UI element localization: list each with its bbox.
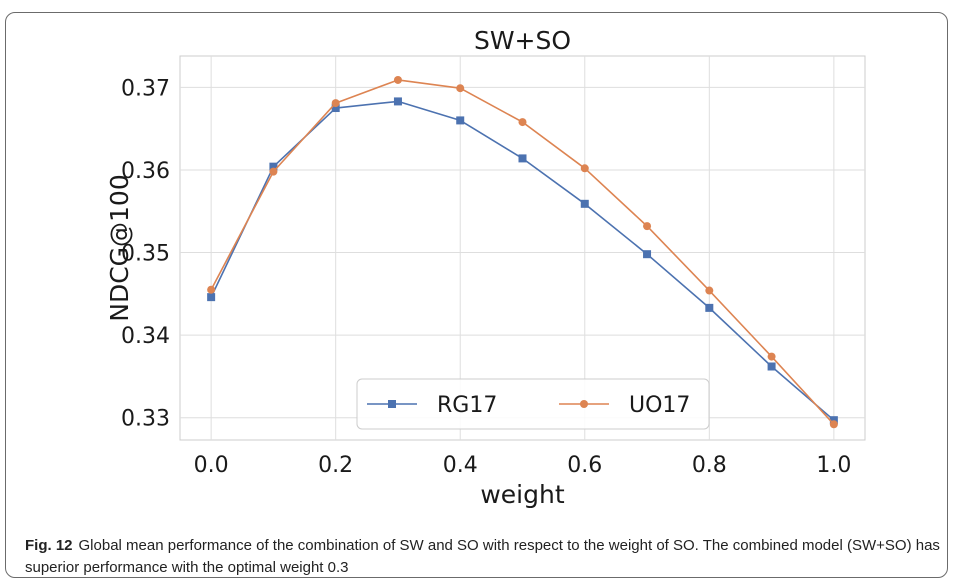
tick-labels: 0.0 0.2 0.4 0.6 0.8 1.0 0.33 0.34 0.35 0.36 0.37 [121,76,851,478]
legend-label-uo17: UO17 [629,393,690,418]
data-point-rg17 [331,104,340,113]
figure-caption: Fig. 12 Global mean performance of the co… [25,535,940,577]
data-point-uo17 [207,285,216,294]
data-point-rg17 [580,199,589,208]
y-tick-label: 0.35 [121,242,170,267]
legend-marker-rg17 [388,400,396,408]
x-tick-label: 0.0 [194,453,229,478]
data-point-rg17 [393,97,402,106]
chart-title: SW+SO [474,26,571,55]
series-layer [207,75,838,429]
data-point-uo17 [705,286,714,295]
caption-figure-label: Fig. 12 [25,537,73,554]
data-point-rg17 [518,154,527,163]
data-point-uo17 [393,75,402,84]
data-point-uo17 [456,84,465,93]
data-point-rg17 [269,162,278,171]
data-point-rg17 [829,416,838,425]
legend: RG17 UO17 [356,378,710,430]
legend-marker-uo17 [580,400,588,408]
data-point-uo17 [518,118,527,127]
data-point-uo17 [580,164,589,173]
y-tick-label: 0.36 [121,159,170,184]
data-point-rg17 [456,116,465,125]
grid [180,56,865,440]
data-point-uo17 [643,222,652,231]
x-tick-label: 0.2 [318,453,353,478]
x-axis-title: weight [480,480,564,509]
figure-frame: 0.0 0.2 0.4 0.6 0.8 1.0 0.33 0.34 0.35 0.36 0.37 S… [5,12,948,578]
legend-label-rg17: RG17 [437,393,497,418]
y-tick-label: 0.33 [121,407,170,432]
data-point-rg17 [643,250,652,259]
y-tick-label: 0.34 [121,324,170,349]
data-point-rg17 [705,303,714,312]
data-point-rg17 [207,293,216,302]
line-chart: 0.0 0.2 0.4 0.6 0.8 1.0 0.33 0.34 0.35 0.36 0.37 S… [105,26,866,509]
data-point-uo17 [269,167,278,176]
x-tick-label: 0.4 [443,453,478,478]
x-tick-label: 0.6 [567,453,602,478]
caption-text: Global mean performance of the combinati… [25,537,940,576]
data-point-uo17 [767,352,776,361]
y-tick-label: 0.37 [121,76,170,101]
legend-box [356,378,710,430]
x-tick-label: 0.8 [692,453,727,478]
y-axis-title: NDCG@100 [105,174,134,322]
data-point-rg17 [767,362,776,371]
data-point-uo17 [331,99,340,108]
data-point-uo17 [829,420,838,429]
x-tick-label: 1.0 [816,453,851,478]
